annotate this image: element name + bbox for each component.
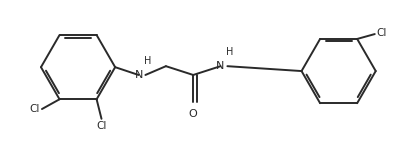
Text: Cl: Cl [96,121,107,131]
Text: Cl: Cl [377,28,387,38]
Text: Cl: Cl [30,104,40,114]
Text: N: N [134,70,143,80]
Text: N: N [216,61,225,71]
Text: O: O [189,109,198,119]
Text: H: H [226,47,234,57]
Text: H: H [145,56,152,66]
